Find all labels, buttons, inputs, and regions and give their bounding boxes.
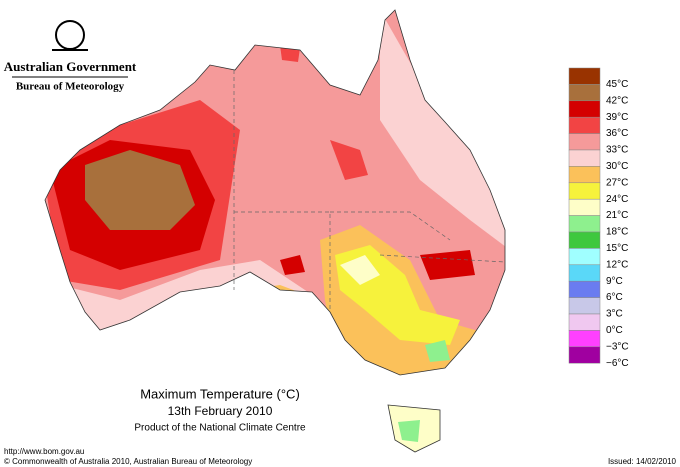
legend-swatch	[568, 248, 601, 266]
legend-label: 30°C	[606, 161, 628, 172]
map-product: Product of the National Climate Centre	[134, 423, 306, 434]
legend: 45°C 42°C 39°C 36°C 33°C 30°C 27°C 24°C 21°C 18°C…	[568, 67, 629, 369]
legend-label: 33°C	[606, 145, 628, 156]
legend-label: 15°C	[606, 243, 628, 254]
legend-label: 0°C	[606, 325, 623, 336]
legend-label: 9°C	[606, 276, 623, 287]
legend-label: 39°C	[606, 112, 628, 123]
footer-issued: Issued: 14/02/2010	[608, 457, 677, 466]
footer-copyright: © Commonwealth of Australia 2010, Austra…	[4, 457, 252, 466]
legend-swatch	[568, 215, 601, 233]
legend-swatch	[568, 297, 601, 315]
legend-label: 3°C	[606, 309, 623, 320]
legend-swatch	[568, 346, 601, 364]
legend-swatch	[568, 100, 601, 118]
government-name: Australian Government	[4, 59, 137, 74]
map-date: 13th February 2010	[168, 404, 273, 418]
legend-swatch	[568, 198, 601, 216]
legend-label: 36°C	[606, 128, 628, 139]
legend-label: −3°C	[606, 341, 629, 352]
legend-swatch	[568, 149, 601, 167]
logo-emblem	[52, 20, 88, 51]
legend-label: 18°C	[606, 227, 628, 238]
legend-swatch	[568, 84, 601, 102]
legend-label: 42°C	[606, 95, 628, 106]
agency-name: Bureau of Meteorology	[16, 81, 125, 93]
legend-swatch	[568, 313, 601, 331]
legend-swatch	[568, 231, 601, 249]
footer-url: http://www.bom.gov.au	[4, 447, 84, 456]
legend-label: 21°C	[606, 210, 628, 221]
legend-swatch	[568, 264, 601, 282]
legend-swatch	[568, 182, 601, 200]
legend-swatch	[568, 280, 601, 298]
legend-swatch	[568, 330, 601, 348]
legend-label: 6°C	[606, 292, 623, 303]
legend-swatch	[568, 133, 601, 151]
legend-swatch	[568, 116, 601, 134]
legend-label: 45°C	[606, 79, 628, 90]
legend-label: −6°C	[606, 358, 629, 369]
legend-swatch	[568, 67, 601, 85]
legend-swatch	[568, 166, 601, 184]
legend-label: 27°C	[606, 177, 628, 188]
legend-label: 24°C	[606, 194, 628, 205]
legend-label: 12°C	[606, 259, 628, 270]
map-title: Maximum Temperature (°C)	[140, 386, 300, 401]
